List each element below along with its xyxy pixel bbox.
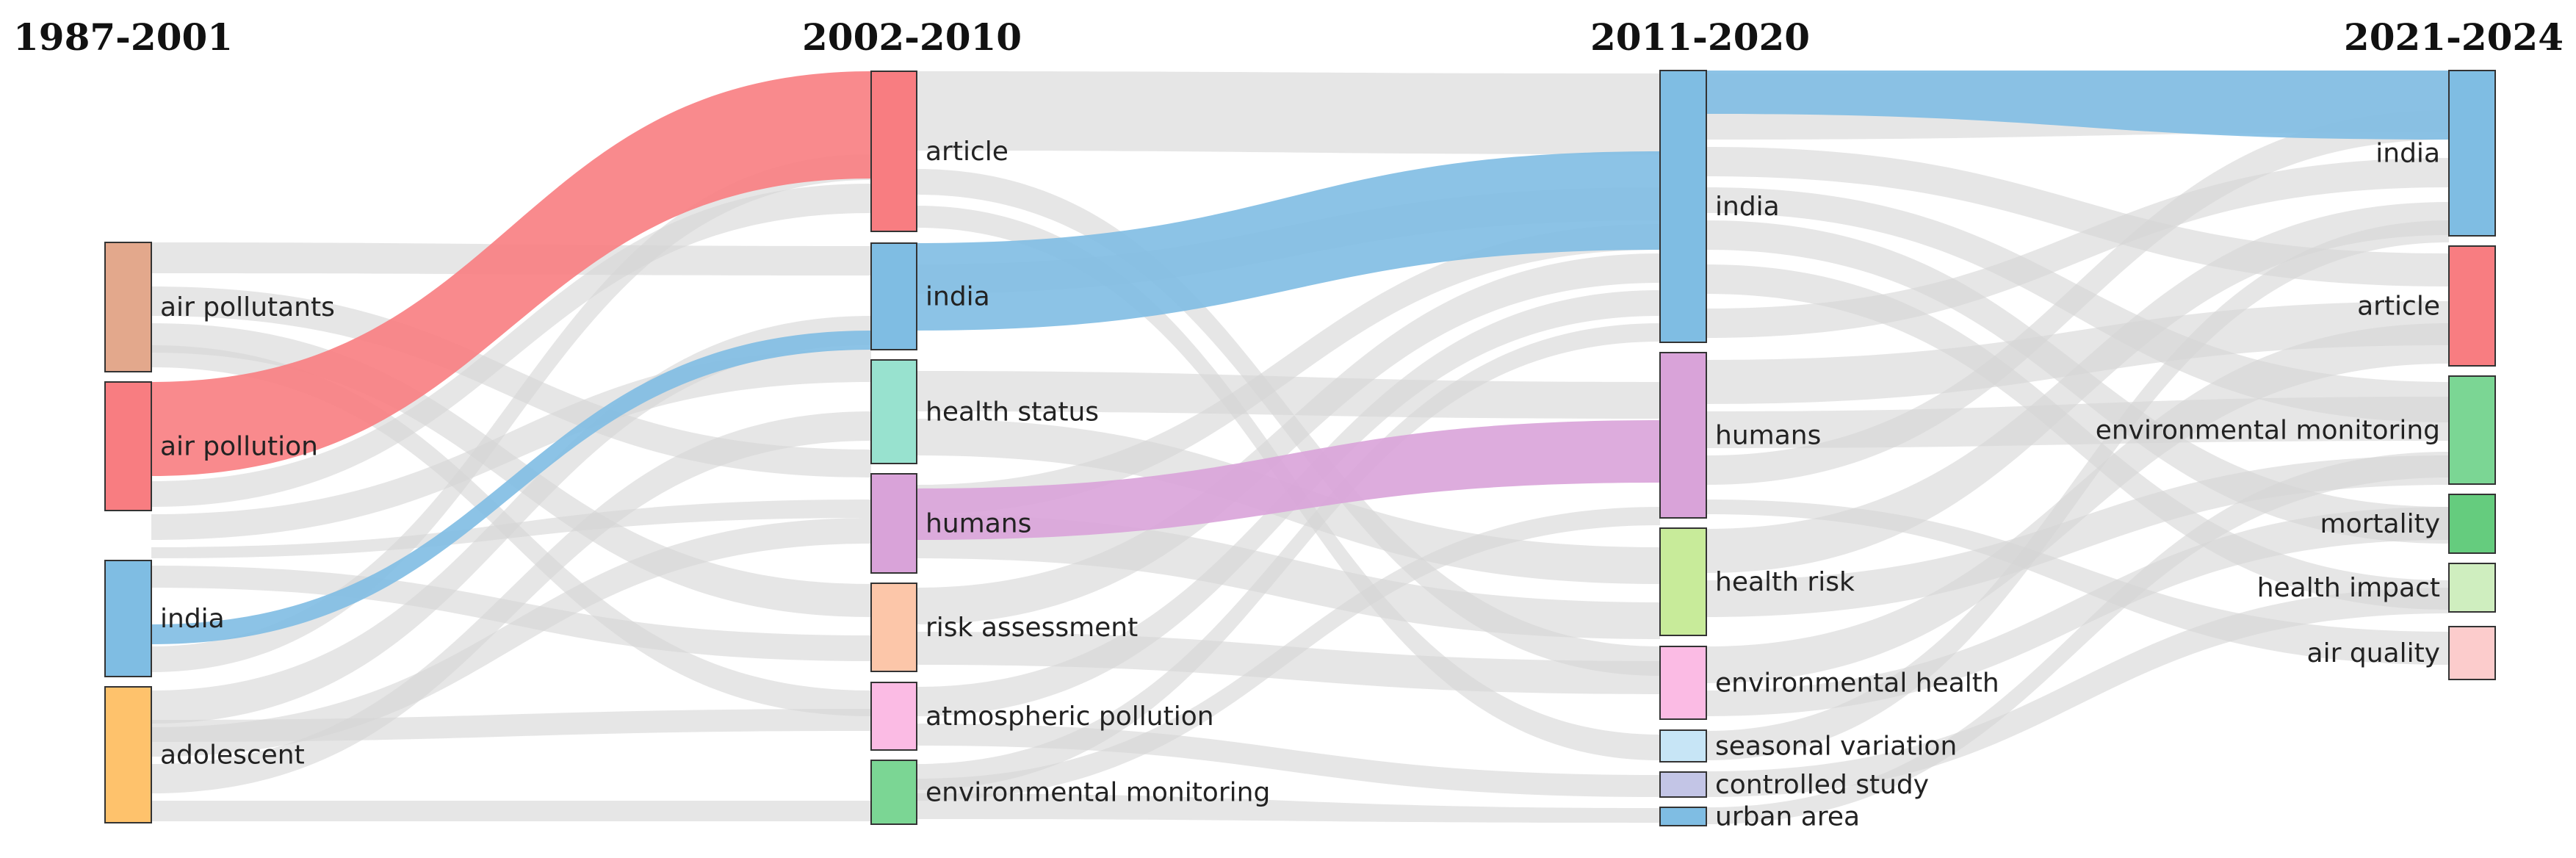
context-flow-45 [1706, 452, 2449, 824]
node-label-p4-health-impact: health impact [2257, 573, 2440, 603]
context-flow-5 [151, 349, 871, 540]
node-p2-environmental-monitoring[interactable] [870, 760, 917, 825]
node-label-p3-seasonal-variation: seasonal variation [1715, 732, 1957, 762]
flow-p2-india-to-p3-india [917, 151, 1660, 331]
node-label-p4-environmental-monitoring: environmental monitoring [2096, 416, 2440, 446]
node-p4-environmental-monitoring[interactable] [2448, 375, 2496, 485]
context-flow-34 [1706, 158, 2449, 338]
context-flow-21 [917, 514, 1660, 639]
label-layer: air pollutants air pollution india adolesce… [160, 137, 2440, 832]
colored-link-layer [151, 71, 2449, 644]
node-label-p3-urban-area: urban area [1715, 802, 1860, 832]
node-p3-humans[interactable] [1659, 352, 1707, 519]
context-flow-44 [1706, 588, 2449, 797]
node-p3-environmental-health[interactable] [1659, 646, 1707, 720]
node-p3-india[interactable] [1659, 70, 1707, 343]
context-flow-27 [917, 793, 1660, 823]
node-p2-health-status[interactable] [870, 359, 917, 464]
context-flow-43 [1706, 220, 2449, 760]
node-p3-health-risk[interactable] [1659, 527, 1707, 636]
node-label-p3-controlled-study: controlled study [1715, 770, 1929, 800]
node-p2-india[interactable] [870, 242, 917, 350]
node-p1-india[interactable] [104, 560, 152, 677]
node-label-p2-humans: humans [926, 509, 1031, 539]
node-p4-air-quality[interactable] [2448, 626, 2496, 680]
context-flow-14 [917, 71, 1660, 154]
node-label-p2-atmospheric-pollution: atmospheric pollution [926, 702, 1214, 732]
node-p3-seasonal-variation[interactable] [1659, 729, 1707, 763]
node-label-p2-environmental-monitoring: environmental monitoring [926, 778, 1270, 808]
context-flow-10 [151, 518, 871, 757]
context-flow-20 [917, 224, 1660, 514]
node-label-p2-article: article [926, 137, 1009, 167]
context-flow-37 [1706, 110, 2449, 485]
node-p4-mortality[interactable] [2448, 494, 2496, 554]
context-flow-39 [1706, 202, 2449, 573]
flow-p1-air-pollution-to-p2-article [151, 71, 871, 476]
context-flow-42 [1706, 507, 2449, 716]
node-p2-atmospheric-pollution[interactable] [870, 682, 917, 751]
node-label-p1-air-pollutants: air pollutants [160, 292, 335, 322]
context-flow-8 [151, 154, 871, 672]
node-p2-humans[interactable] [870, 473, 917, 574]
period-label-1987-2001: 1987-2001 [13, 15, 233, 59]
node-p2-article[interactable] [870, 71, 917, 232]
context-flow-4 [151, 184, 871, 507]
node-p3-controlled-study[interactable] [1659, 771, 1707, 798]
period-label-2011-2020: 2011-2020 [1590, 15, 1810, 59]
node-p1-air-pollution[interactable] [104, 381, 152, 511]
context-flow-41 [1706, 323, 2449, 683]
node-label-p4-india: india [2375, 139, 2440, 169]
grey-link-layer [151, 71, 2449, 824]
node-label-p1-adolescent: adolescent [160, 740, 305, 771]
context-flow-35 [1706, 301, 2449, 404]
node-label-p1-india: india [160, 604, 225, 634]
node-label-p3-india: india [1715, 192, 1780, 222]
node-p4-health-impact[interactable] [2448, 563, 2496, 613]
node-layer [104, 70, 2496, 826]
node-p3-urban-area[interactable] [1659, 807, 1707, 826]
node-label-p2-health-status: health status [926, 397, 1099, 428]
node-label-p4-mortality: mortality [2320, 509, 2441, 539]
context-flow-28 [917, 507, 1660, 801]
period-label-2002-2010: 2002-2010 [802, 15, 1022, 59]
context-flow-26 [917, 323, 1660, 790]
context-flow-1 [151, 286, 871, 477]
node-p2-risk-assessment[interactable] [870, 583, 917, 672]
flow-p2-humans-to-p3-humans [917, 420, 1660, 540]
node-label-p1-air-pollution: air pollution [160, 432, 318, 462]
context-flow-12 [151, 801, 871, 821]
context-flow-13 [151, 709, 871, 742]
node-p4-article[interactable] [2448, 245, 2496, 367]
context-flow-11 [151, 411, 871, 793]
period-label-2021-2024: 2021-2024 [2344, 15, 2564, 59]
node-p1-adolescent[interactable] [104, 686, 152, 823]
node-label-p3-humans: humans [1715, 421, 1821, 451]
context-flow-22 [917, 253, 1660, 624]
node-label-p4-article: article [2357, 292, 2440, 322]
node-label-p2-india: india [926, 282, 990, 312]
context-flow-2 [151, 323, 871, 617]
node-label-p3-health-risk: health risk [1715, 567, 1855, 597]
node-label-p4-air-quality: air quality [2307, 638, 2440, 668]
node-label-p2-risk-assessment: risk assessment [926, 613, 1138, 643]
context-flow-9 [151, 316, 871, 724]
node-p1-air-pollutants[interactable] [104, 242, 152, 372]
flow-p1-india-to-p2-india [151, 331, 871, 644]
node-label-p3-environmental-health: environmental health [1715, 668, 1999, 699]
node-p4-india[interactable] [2448, 70, 2496, 237]
flow-p3-india-to-p4-india [1706, 71, 2449, 140]
